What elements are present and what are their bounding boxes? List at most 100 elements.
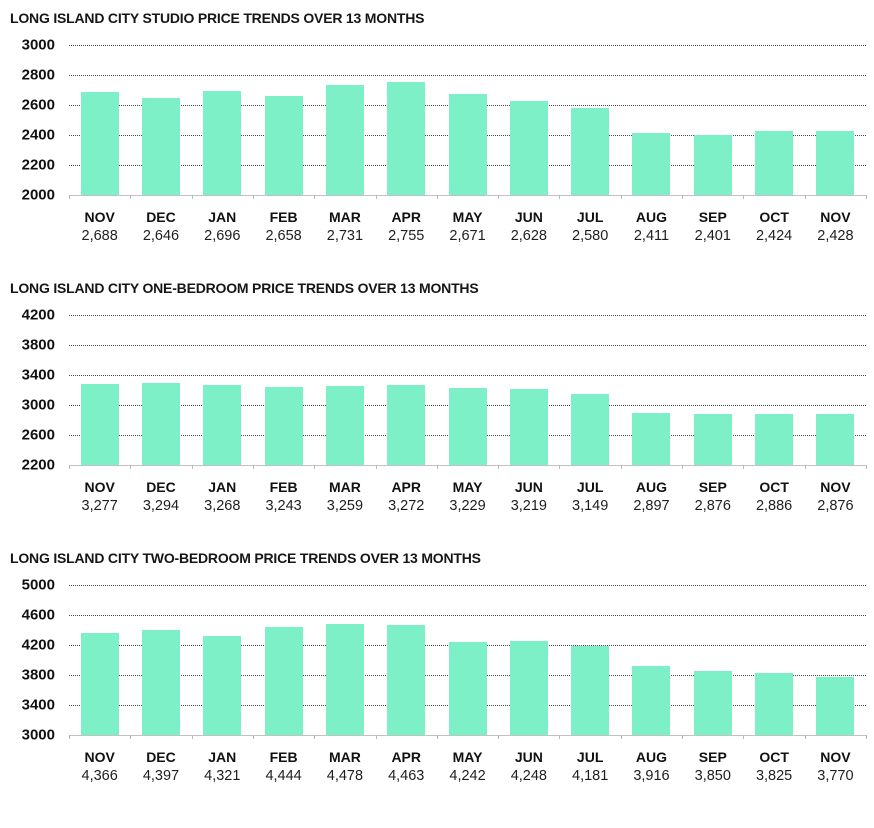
month-label: MAR — [328, 479, 361, 495]
value-label: 4,366 — [81, 768, 118, 784]
plot-area — [69, 585, 867, 739]
month-label: OCT — [759, 209, 789, 225]
chart-body: 3000 2800 2600 2400 2200 2000 — [10, 37, 867, 204]
chart-title: LONG ISLAND CITY TWO-BEDROOM PRICE TREND… — [10, 550, 481, 566]
axis-tick — [804, 465, 806, 469]
axis-tick — [559, 735, 561, 739]
axis-tick — [252, 735, 254, 739]
month-label: NOV — [84, 479, 115, 495]
bar — [571, 646, 610, 735]
axis-tick — [375, 465, 377, 469]
axis-tick — [620, 195, 622, 199]
month-label: AUG — [635, 479, 668, 495]
month-label: JAN — [208, 749, 237, 765]
value-label: 2,876 — [694, 498, 731, 514]
value-label: 3,219 — [510, 498, 547, 514]
bar — [693, 414, 732, 465]
gridline — [69, 615, 866, 616]
month-label: JUN — [514, 749, 543, 765]
x-axis-category: NOV 4,366 — [69, 748, 130, 786]
month-label: APR — [391, 749, 421, 765]
month-label: JUL — [576, 209, 604, 225]
axis-tick — [375, 735, 377, 739]
bar — [264, 96, 303, 195]
value-label: 3,259 — [326, 498, 364, 514]
month-label: DEC — [146, 209, 176, 225]
bar — [448, 94, 487, 195]
y-axis-label: 2000 — [21, 186, 55, 204]
axis-tick — [314, 195, 316, 199]
bar — [755, 673, 794, 735]
plot-area — [69, 315, 867, 469]
y-axis-label: 2200 — [21, 156, 55, 174]
bar — [755, 413, 794, 465]
bar — [80, 384, 119, 465]
plot-area — [69, 45, 867, 199]
y-axis-label: 2400 — [21, 126, 55, 144]
axis-tick — [743, 195, 745, 199]
x-axis-category: JUN 2,628 — [498, 208, 559, 246]
x-axis-category: JUL 4,181 — [560, 748, 621, 786]
x-axis-category: SEP 3,850 — [682, 748, 743, 786]
value-label: 3,149 — [572, 498, 609, 514]
month-label: MAY — [452, 479, 483, 495]
y-axis-label: 3400 — [21, 696, 55, 714]
value-label: 2,897 — [633, 498, 670, 514]
bar — [632, 412, 671, 465]
value-label: 2,428 — [817, 228, 854, 244]
bar — [141, 382, 180, 465]
bar — [448, 387, 487, 465]
x-axis-category: FEB 3,243 — [253, 478, 314, 516]
month-label: DEC — [146, 479, 176, 495]
chart-section-1: LONG ISLAND CITY ONE-BEDROOM PRICE TREND… — [10, 280, 867, 516]
axis-tick — [804, 195, 806, 199]
bar — [203, 635, 242, 735]
chart-title: LONG ISLAND CITY STUDIO PRICE TRENDS OVE… — [10, 10, 425, 26]
axis-tick — [498, 465, 500, 469]
axis-tick — [620, 465, 622, 469]
month-label: JUL — [576, 479, 604, 495]
x-axis-category: APR 3,272 — [376, 478, 437, 516]
bar — [387, 384, 426, 465]
bar — [448, 641, 487, 735]
month-label: FEB — [269, 209, 298, 225]
gridline — [69, 345, 866, 346]
x-axis-category: NOV 2,688 — [69, 208, 130, 246]
month-label: JAN — [208, 479, 237, 495]
month-label: JAN — [208, 209, 237, 225]
y-axis: 4200 3800 3400 3000 2600 2200 — [10, 307, 55, 474]
bar — [264, 386, 303, 465]
axis-tick — [498, 735, 500, 739]
value-label: 2,401 — [694, 228, 731, 244]
x-axis-category: JUN 3,219 — [498, 478, 559, 516]
x-axis-line — [69, 195, 866, 196]
x-axis-category: MAY 3,229 — [437, 478, 498, 516]
x-axis-category: MAR 3,259 — [314, 478, 375, 516]
bar — [632, 133, 671, 195]
x-axis-category: SEP 2,401 — [682, 208, 743, 246]
bar — [203, 384, 242, 465]
axis-tick — [130, 195, 132, 199]
bar — [632, 666, 671, 735]
axis-tick — [866, 195, 867, 199]
x-axis-category: OCT 2,424 — [743, 208, 804, 246]
x-axis-category: APR 2,755 — [376, 208, 437, 246]
value-label: 2,580 — [572, 228, 609, 244]
bar — [693, 134, 732, 195]
bar — [325, 85, 364, 195]
value-label: 2,671 — [449, 228, 486, 244]
axis-tick — [804, 735, 806, 739]
y-axis-label: 3800 — [21, 666, 55, 684]
axis-tick — [191, 735, 193, 739]
value-label: 3,268 — [204, 498, 241, 514]
month-label: NOV — [820, 479, 851, 495]
bar — [203, 90, 242, 195]
chart-body: 4200 3800 3400 3000 2600 2200 — [10, 307, 867, 474]
gridline — [69, 75, 866, 76]
value-label: 4,463 — [388, 768, 425, 784]
axis-tick — [314, 735, 316, 739]
value-label: 3,277 — [81, 498, 118, 514]
axis-tick — [130, 735, 132, 739]
bar — [693, 671, 732, 735]
value-label: 3,272 — [388, 498, 425, 514]
